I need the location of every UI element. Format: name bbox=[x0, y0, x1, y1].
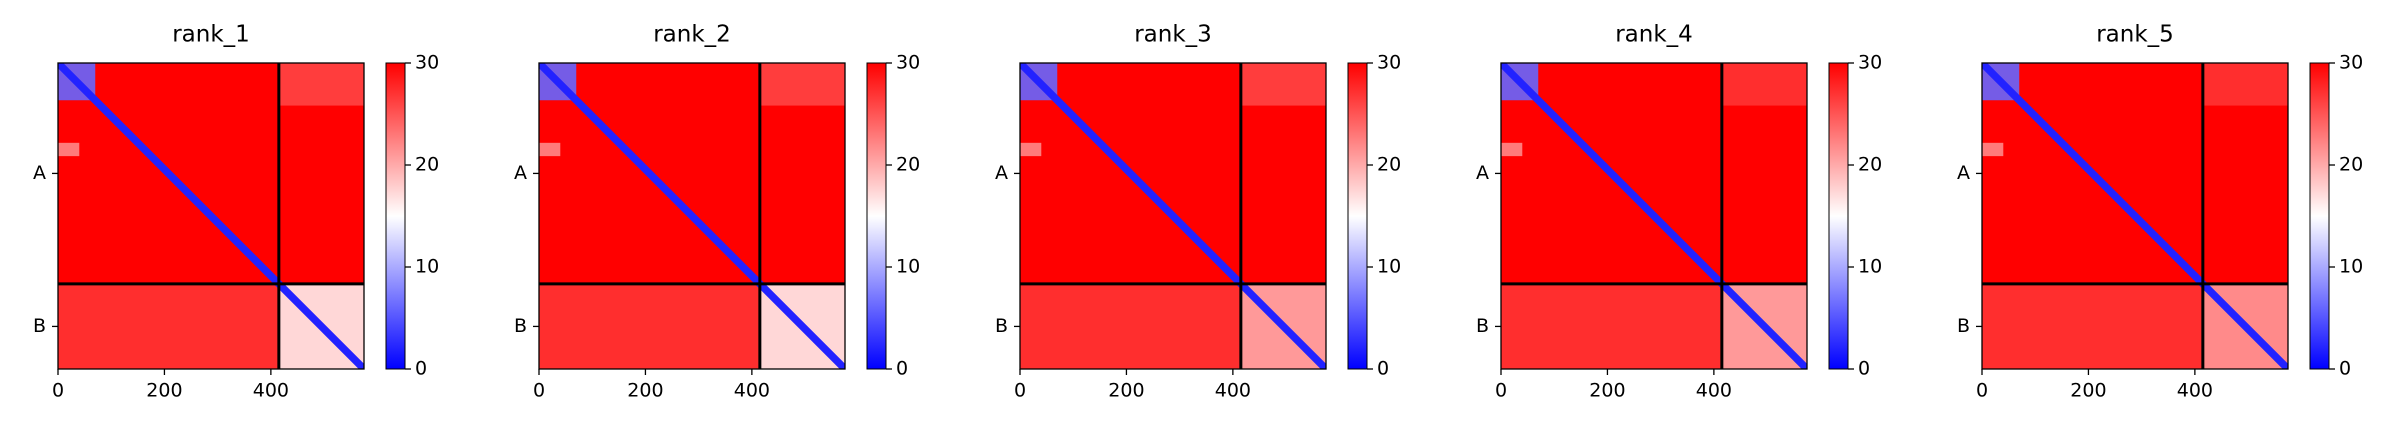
heatmap-cell bbox=[1020, 142, 1042, 157]
x-tick-label: 0 bbox=[1976, 380, 1988, 402]
colorbar-tick-label: 20 bbox=[1858, 154, 1882, 176]
colorbar-tick-label: 20 bbox=[896, 154, 920, 176]
y-tick-label: A bbox=[33, 162, 46, 184]
panel bbox=[539, 63, 845, 369]
colorbar-tick-label: 20 bbox=[415, 154, 439, 176]
y-tick-label: B bbox=[995, 315, 1008, 337]
colorbar bbox=[2309, 62, 2330, 370]
diagonal bbox=[539, 63, 845, 369]
x-tick-label: 0 bbox=[1014, 380, 1026, 402]
heatmap-cell bbox=[2202, 63, 2288, 106]
x-tick-label: 400 bbox=[2177, 380, 2213, 402]
y-tick-label: B bbox=[33, 315, 46, 337]
heatmap-cell bbox=[58, 142, 80, 157]
y-tick-label: B bbox=[1957, 315, 1970, 337]
diagonal bbox=[58, 63, 364, 369]
diagonal bbox=[1501, 63, 1807, 369]
x-tick-label: 400 bbox=[253, 380, 289, 402]
x-tick-label: 200 bbox=[1108, 380, 1144, 402]
colorbar-tick-label: 30 bbox=[1858, 52, 1882, 74]
panel-title: rank_1 bbox=[172, 22, 250, 48]
colorbar-tick-label: 0 bbox=[2339, 358, 2351, 380]
diagonal bbox=[1020, 63, 1326, 369]
y-tick-label: A bbox=[995, 162, 1008, 184]
panel-title: rank_2 bbox=[653, 22, 731, 48]
colorbar bbox=[385, 62, 406, 370]
panel-title: rank_5 bbox=[2096, 22, 2174, 48]
heatmap-cell bbox=[539, 142, 561, 157]
panel bbox=[1020, 63, 1326, 369]
colorbar-tick-label: 10 bbox=[1858, 256, 1882, 278]
x-tick-label: 0 bbox=[533, 380, 545, 402]
heatmap-cell bbox=[759, 63, 845, 106]
panel bbox=[1982, 63, 2288, 369]
panel-title: rank_4 bbox=[1615, 22, 1693, 48]
heatmap-cell bbox=[539, 283, 760, 369]
x-tick-label: 200 bbox=[627, 380, 663, 402]
axes-frame bbox=[1500, 62, 1808, 370]
x-tick-label: 0 bbox=[1495, 380, 1507, 402]
x-tick-label: 400 bbox=[1215, 380, 1251, 402]
colorbar-tick-label: 20 bbox=[1377, 154, 1401, 176]
heatmap-cell bbox=[1020, 283, 1241, 369]
heatmap-cell bbox=[1240, 63, 1326, 106]
heatmap-cell bbox=[58, 283, 279, 369]
y-tick-label: A bbox=[1476, 162, 1489, 184]
colorbar bbox=[1347, 62, 1368, 370]
panel bbox=[58, 63, 364, 369]
x-tick-label: 200 bbox=[2070, 380, 2106, 402]
x-tick-label: 200 bbox=[146, 380, 182, 402]
y-tick-label: A bbox=[1957, 162, 1970, 184]
axes-frame bbox=[1981, 62, 2289, 370]
colorbar-tick-label: 30 bbox=[896, 52, 920, 74]
colorbar-tick-label: 0 bbox=[1377, 358, 1389, 380]
diagonal bbox=[1982, 63, 2288, 369]
colorbar-tick-label: 20 bbox=[2339, 154, 2363, 176]
panel bbox=[1501, 63, 1807, 369]
x-tick-label: 200 bbox=[1589, 380, 1625, 402]
colorbar bbox=[1828, 62, 1849, 370]
heatmap-cell bbox=[1982, 283, 2203, 369]
colorbar-tick-label: 30 bbox=[415, 52, 439, 74]
colorbar-tick-label: 30 bbox=[2339, 52, 2363, 74]
axes-frame bbox=[57, 62, 365, 370]
y-tick-label: B bbox=[1476, 315, 1489, 337]
heatmap-cell bbox=[1501, 283, 1722, 369]
x-tick-label: 400 bbox=[1696, 380, 1732, 402]
colorbar-tick-label: 0 bbox=[415, 358, 427, 380]
colorbar-tick-label: 10 bbox=[2339, 256, 2363, 278]
panel-title: rank_3 bbox=[1134, 22, 1212, 48]
colorbar-tick-label: 0 bbox=[1858, 358, 1870, 380]
colorbar bbox=[866, 62, 887, 370]
heatmap-cell bbox=[278, 63, 364, 106]
x-tick-label: 400 bbox=[734, 380, 770, 402]
heatmap-cell bbox=[1501, 142, 1523, 157]
colorbar-tick-label: 30 bbox=[1377, 52, 1401, 74]
colorbar-tick-label: 10 bbox=[415, 256, 439, 278]
heatmap-cell bbox=[1982, 142, 2004, 157]
axes-frame bbox=[1019, 62, 1327, 370]
colorbar-tick-label: 10 bbox=[1377, 256, 1401, 278]
y-tick-label: B bbox=[514, 315, 527, 337]
colorbar-tick-label: 10 bbox=[896, 256, 920, 278]
y-tick-label: A bbox=[514, 162, 527, 184]
heatmap-cell bbox=[1721, 63, 1807, 106]
x-tick-label: 0 bbox=[52, 380, 64, 402]
axes-frame bbox=[538, 62, 846, 370]
colorbar-tick-label: 0 bbox=[896, 358, 908, 380]
